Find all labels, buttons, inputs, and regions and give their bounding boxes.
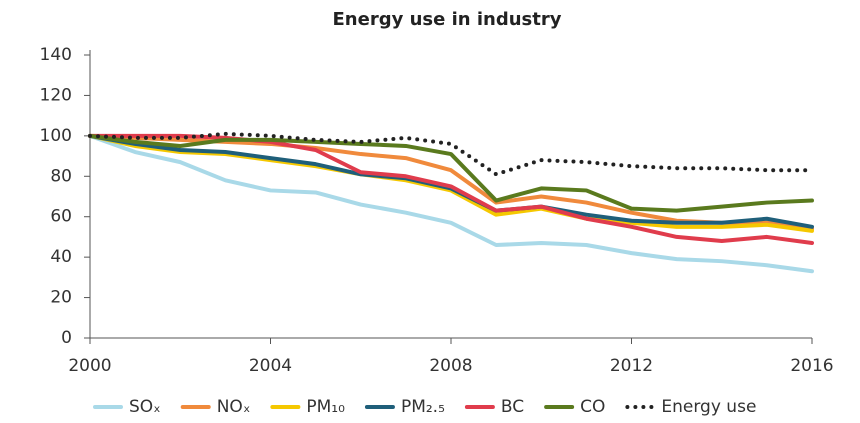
y-tick-label: 80 (50, 166, 72, 186)
series-line (88, 133, 814, 245)
y-tick-label: 140 (40, 45, 72, 65)
x-tick-label: 2004 (249, 356, 292, 376)
y-tick-label: 0 (61, 328, 72, 348)
x-tick-label: 2012 (610, 356, 653, 376)
series-line (88, 133, 814, 213)
legend-label: NOₓ (217, 397, 251, 417)
series-line (88, 133, 814, 229)
y-tick-label: 100 (40, 126, 72, 146)
legend-label: Energy use (661, 397, 756, 417)
legend-label: PM₂.₅ (401, 397, 445, 417)
legend-label: PM₁₀ (306, 397, 345, 417)
legend-label: CO (580, 397, 605, 417)
y-tick-label: 60 (50, 207, 72, 227)
legend-label: SOₓ (129, 397, 161, 417)
y-tick-label: 40 (50, 247, 72, 267)
x-tick-label: 2008 (429, 356, 472, 376)
chart-title: Energy use in industry (333, 9, 562, 30)
x-tick-label: 2016 (790, 356, 833, 376)
y-tick-label: 120 (40, 85, 72, 105)
legend-label: BC (501, 397, 524, 417)
series-line (88, 133, 814, 274)
series-line (88, 131, 814, 177)
x-tick-label: 2000 (68, 356, 111, 376)
y-tick-label: 20 (50, 288, 72, 308)
